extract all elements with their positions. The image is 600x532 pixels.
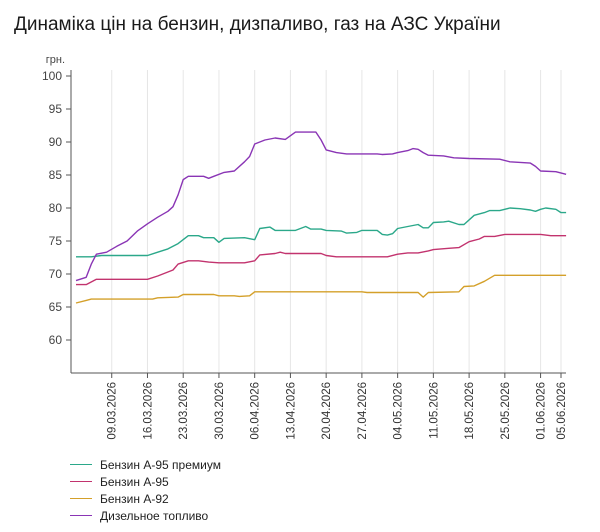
x-tick-label: 30.03.2026 bbox=[214, 382, 226, 440]
legend-label: Дизельное топливо bbox=[100, 508, 209, 523]
x-tick-label: 16.03.2026 bbox=[142, 382, 154, 440]
y-tick-label: 100 bbox=[42, 69, 62, 83]
chart-title: Динаміка цін на бензин, дизпаливо, газ н… bbox=[14, 14, 501, 35]
x-tick-label: 09.03.2026 bbox=[107, 382, 119, 440]
series-line-2 bbox=[76, 233, 567, 286]
series-layer bbox=[75, 131, 567, 304]
legend-item-4: Дизельное топливо bbox=[70, 507, 221, 524]
y-tick-label: 85 bbox=[49, 168, 63, 182]
legend-label: Бензин А-95 bbox=[100, 474, 169, 489]
y-axis-unit: грн. bbox=[46, 54, 65, 66]
legend-swatch bbox=[70, 515, 92, 516]
x-tick-label: 11.05.2026 bbox=[428, 382, 440, 439]
legend-swatch bbox=[70, 498, 92, 499]
legend-label: Бензин А-95 премиум bbox=[100, 457, 221, 472]
x-tick-label: 23.03.2026 bbox=[178, 382, 190, 440]
x-tick-label: 13.04.2026 bbox=[285, 382, 297, 440]
series-line-1 bbox=[76, 207, 567, 258]
x-tick-label: 04.05.2026 bbox=[393, 382, 405, 440]
x-tick-label: 01.06.2026 bbox=[536, 382, 548, 440]
y-tick-label: 95 bbox=[49, 102, 63, 116]
series-line-3 bbox=[75, 274, 567, 304]
legend-item-1: Бензин А-95 премиум bbox=[70, 456, 221, 473]
legend-item-3: Бензин А-92 bbox=[70, 490, 221, 507]
x-tick-label: 06.04.2026 bbox=[250, 382, 262, 440]
x-tick-label: 20.04.2026 bbox=[321, 382, 333, 440]
legend: Бензин А-95 премиум Бензин А-95 Бензин А-9… bbox=[70, 456, 221, 524]
y-tick-label: 90 bbox=[49, 135, 63, 149]
y-tick-label: 70 bbox=[49, 267, 63, 281]
x-tick-label: 27.04.2026 bbox=[357, 382, 369, 440]
y-tick-label: 80 bbox=[49, 201, 63, 215]
x-tick-label: 05.06.2026 bbox=[556, 382, 568, 440]
x-tick-label: 25.05.2026 bbox=[500, 382, 512, 440]
legend-swatch bbox=[70, 481, 92, 482]
y-tick-label: 75 bbox=[49, 234, 63, 248]
legend-item-2: Бензин А-95 bbox=[70, 473, 221, 490]
series-line-4 bbox=[75, 131, 567, 282]
legend-swatch bbox=[70, 464, 92, 465]
grid-layer bbox=[111, 70, 562, 373]
axis-layer: грн. 60 65 70 75 80 85 90 95 100 09.03.2026 16.03.2… bbox=[42, 54, 568, 440]
y-tick-label: 60 bbox=[49, 333, 63, 347]
x-tick-label: 18.05.2026 bbox=[464, 382, 476, 440]
y-tick-label: 65 bbox=[49, 300, 63, 314]
legend-label: Бензин А-92 bbox=[100, 491, 169, 506]
